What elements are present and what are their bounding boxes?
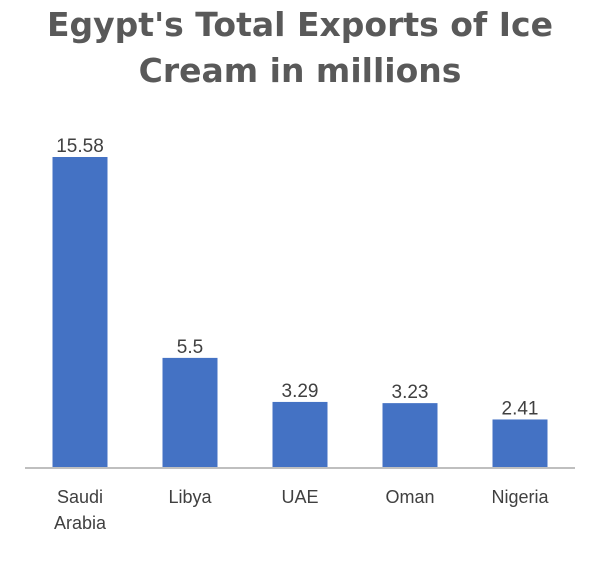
chart-title-line-2: Cream in millions: [138, 51, 462, 90]
data-label: 5.5: [177, 337, 203, 358]
bar: [52, 157, 108, 468]
x-tick-label: Saudi: [57, 487, 103, 507]
chart-title: Egypt's Total Exports of Ice Cream in mi…: [0, 2, 600, 94]
value-labels-group: 15.58 5.5 3.29 3.23 2.41: [56, 136, 538, 419]
x-tick-label: Nigeria: [491, 487, 549, 507]
data-label: 15.58: [56, 136, 104, 157]
category-labels-group: Saudi Arabia Libya UAE Oman Nigeria: [54, 487, 550, 533]
bar: [492, 419, 548, 468]
x-tick-label: Oman: [385, 487, 434, 507]
x-tick-label: Libya: [168, 487, 212, 507]
data-label: 3.29: [282, 381, 319, 402]
bars-group: [52, 157, 548, 468]
data-label: 2.41: [502, 398, 539, 419]
bar: [272, 401, 328, 468]
bar: [382, 403, 438, 468]
data-label: 3.23: [392, 382, 429, 403]
x-tick-label: UAE: [281, 487, 318, 507]
chart-title-line-1: Egypt's Total Exports of Ice: [47, 5, 553, 44]
bar: [162, 357, 218, 468]
x-tick-label: Arabia: [54, 513, 107, 533]
